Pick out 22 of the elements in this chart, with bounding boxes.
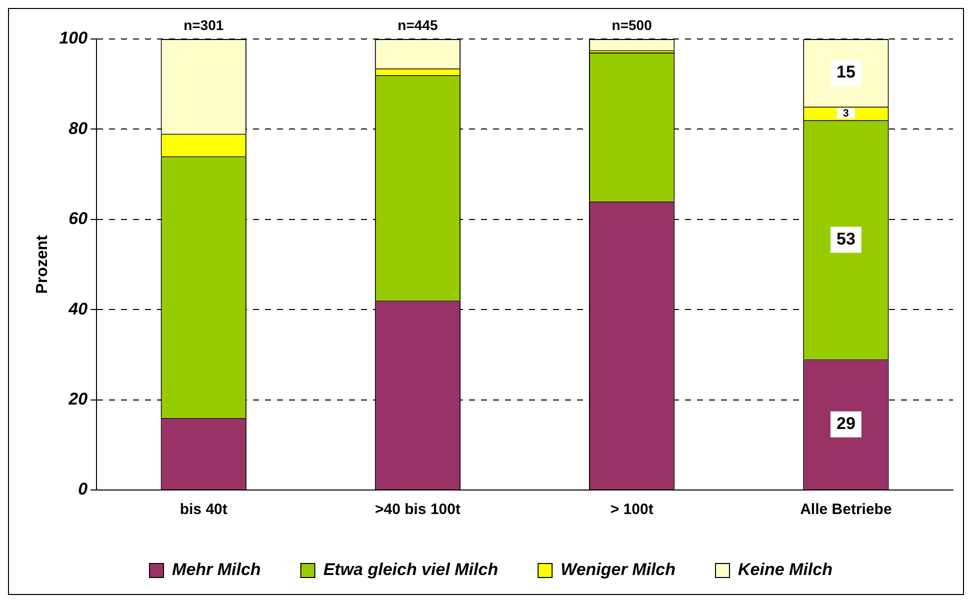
y-tick-label: 0 (78, 480, 88, 499)
data-label: 53 (836, 229, 856, 248)
data-label: 29 (836, 414, 856, 434)
x-tick-label: >40 bis 100t (374, 501, 460, 518)
y-tick-label: 60 (68, 209, 88, 228)
annotation: n=445 (398, 16, 438, 33)
legend-label: Keine Milch (738, 560, 832, 580)
legend-label: Weniger Milch (560, 560, 676, 580)
data-label: 3 (843, 107, 850, 120)
annotation: n=301 (184, 16, 224, 33)
data-label: 15 (836, 62, 856, 82)
x-tick-label: bis 40t (180, 501, 228, 518)
y-tick-label: 100 (59, 28, 88, 48)
y-tick-label: 20 (68, 389, 88, 408)
y-tick-label: 80 (68, 118, 88, 138)
x-tick-label: > 100t (610, 501, 654, 518)
y-tick-label: 40 (68, 299, 88, 318)
y-axis-title: Prozent (34, 234, 52, 294)
legend-label: Mehr Milch (172, 560, 261, 580)
annotation: n=500 (612, 16, 652, 33)
legend-label: Etwa gleich viel Milch (323, 560, 498, 580)
x-tick-label: Alle Betriebe (800, 501, 892, 518)
